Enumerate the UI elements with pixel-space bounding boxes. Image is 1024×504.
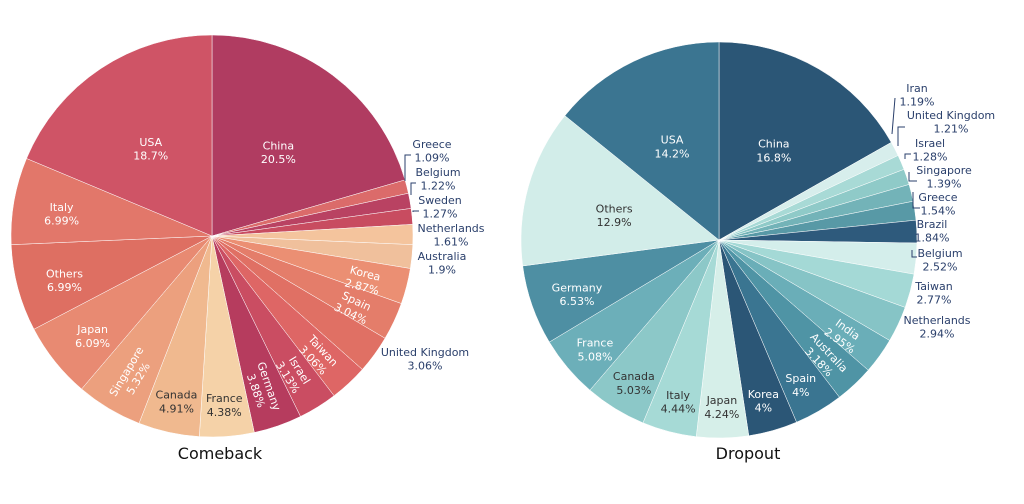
dropout-labels: China 16.8% Iran 1.19%United Kingdom 1.21%Is…	[552, 82, 995, 421]
dropout-leader-iran	[891, 97, 896, 135]
comeback-slice-usa[interactable]	[26, 34, 213, 237]
comeback-leader-belgium	[410, 182, 416, 195]
dropout-label-canada: Canada 5.03%	[613, 370, 655, 397]
dropout-label-japan: Japan 4.24%	[704, 394, 739, 421]
comeback-label-australia: Australia 1.9%	[418, 250, 467, 277]
dropout-label-brazil: Brazil 1.84%	[915, 218, 950, 245]
comeback-label-belgium: Belgium 1.22%	[415, 166, 460, 193]
dropout-label-germany: Germany 6.53%	[552, 281, 603, 308]
comeback-label-canada: Canada 4.91%	[156, 389, 198, 416]
dropout-label-israel: Israel 1.28%	[913, 137, 948, 164]
comeback-label-france: France 4.38%	[206, 392, 243, 419]
comeback-label-greece: Greece 1.09%	[412, 138, 451, 165]
comeback-label-united-kingdom: United Kingdom 3.06%	[381, 346, 469, 373]
dropout-label-united-kingdom: United Kingdom 1.21%	[907, 109, 995, 136]
dropout-slice-china[interactable]	[718, 41, 892, 241]
comeback-label-netherlands: Netherlands 1.61%	[417, 222, 484, 249]
comeback-label-china: China 20.5%	[261, 139, 296, 166]
dropout-label-china: China 16.8%	[756, 138, 791, 165]
comeback-label-japan: Japan 6.09%	[75, 323, 110, 350]
dropout-leader-israel	[904, 153, 911, 159]
dropout-leader-belgium	[911, 250, 917, 258]
dropout-label-singapore: Singapore 1.39%	[916, 164, 972, 191]
chart-title-dropout: Dropout	[715, 444, 781, 463]
dropout-label-spain: Spain 4%	[785, 372, 816, 399]
dropout-label-italy: Italy 4.44%	[661, 389, 696, 416]
comeback-label-italy: Italy 6.99%	[44, 201, 79, 228]
comeback-label-usa: USA 18.7%	[133, 136, 168, 163]
comeback-label-korea: Korea2.87%	[343, 263, 384, 298]
dropout-label-netherlands: Netherlands 2.94%	[903, 314, 970, 341]
comeback-leader-greece	[404, 154, 411, 181]
dropout-label-belgium: Belgium 2.52%	[917, 247, 962, 274]
dropout-leader-united-kingdom	[897, 126, 905, 146]
comeback-pie	[10, 34, 414, 438]
dropout-label-france: France 5.08%	[577, 337, 614, 364]
dropout-slice-usa[interactable]	[564, 41, 720, 241]
dropout-label-others: Others 12.9%	[596, 202, 633, 229]
comeback-leader-sweden	[412, 210, 419, 212]
dropout-label-usa: USA 14.2%	[655, 134, 690, 161]
chart-title-comeback: Comeback	[177, 444, 263, 463]
comeback-slice-china[interactable]	[211, 34, 406, 237]
dropout-slice-others[interactable]	[520, 115, 720, 267]
comeback-label-sweden: Sweden 1.27%	[418, 194, 461, 221]
dropout-label-korea: Korea 4%	[748, 388, 779, 415]
dropout-pie	[520, 41, 918, 439]
comeback-label-others: Others 6.99%	[46, 267, 83, 294]
dropout-label-iran: Iran 1.19%	[900, 82, 935, 109]
dropout-label-taiwan: Taiwan 2.77%	[914, 280, 952, 307]
dropout-label-greece: Greece 1.54%	[918, 191, 957, 218]
dropout-leader-singapore	[908, 172, 917, 182]
dropout-leader-greece	[912, 192, 920, 209]
